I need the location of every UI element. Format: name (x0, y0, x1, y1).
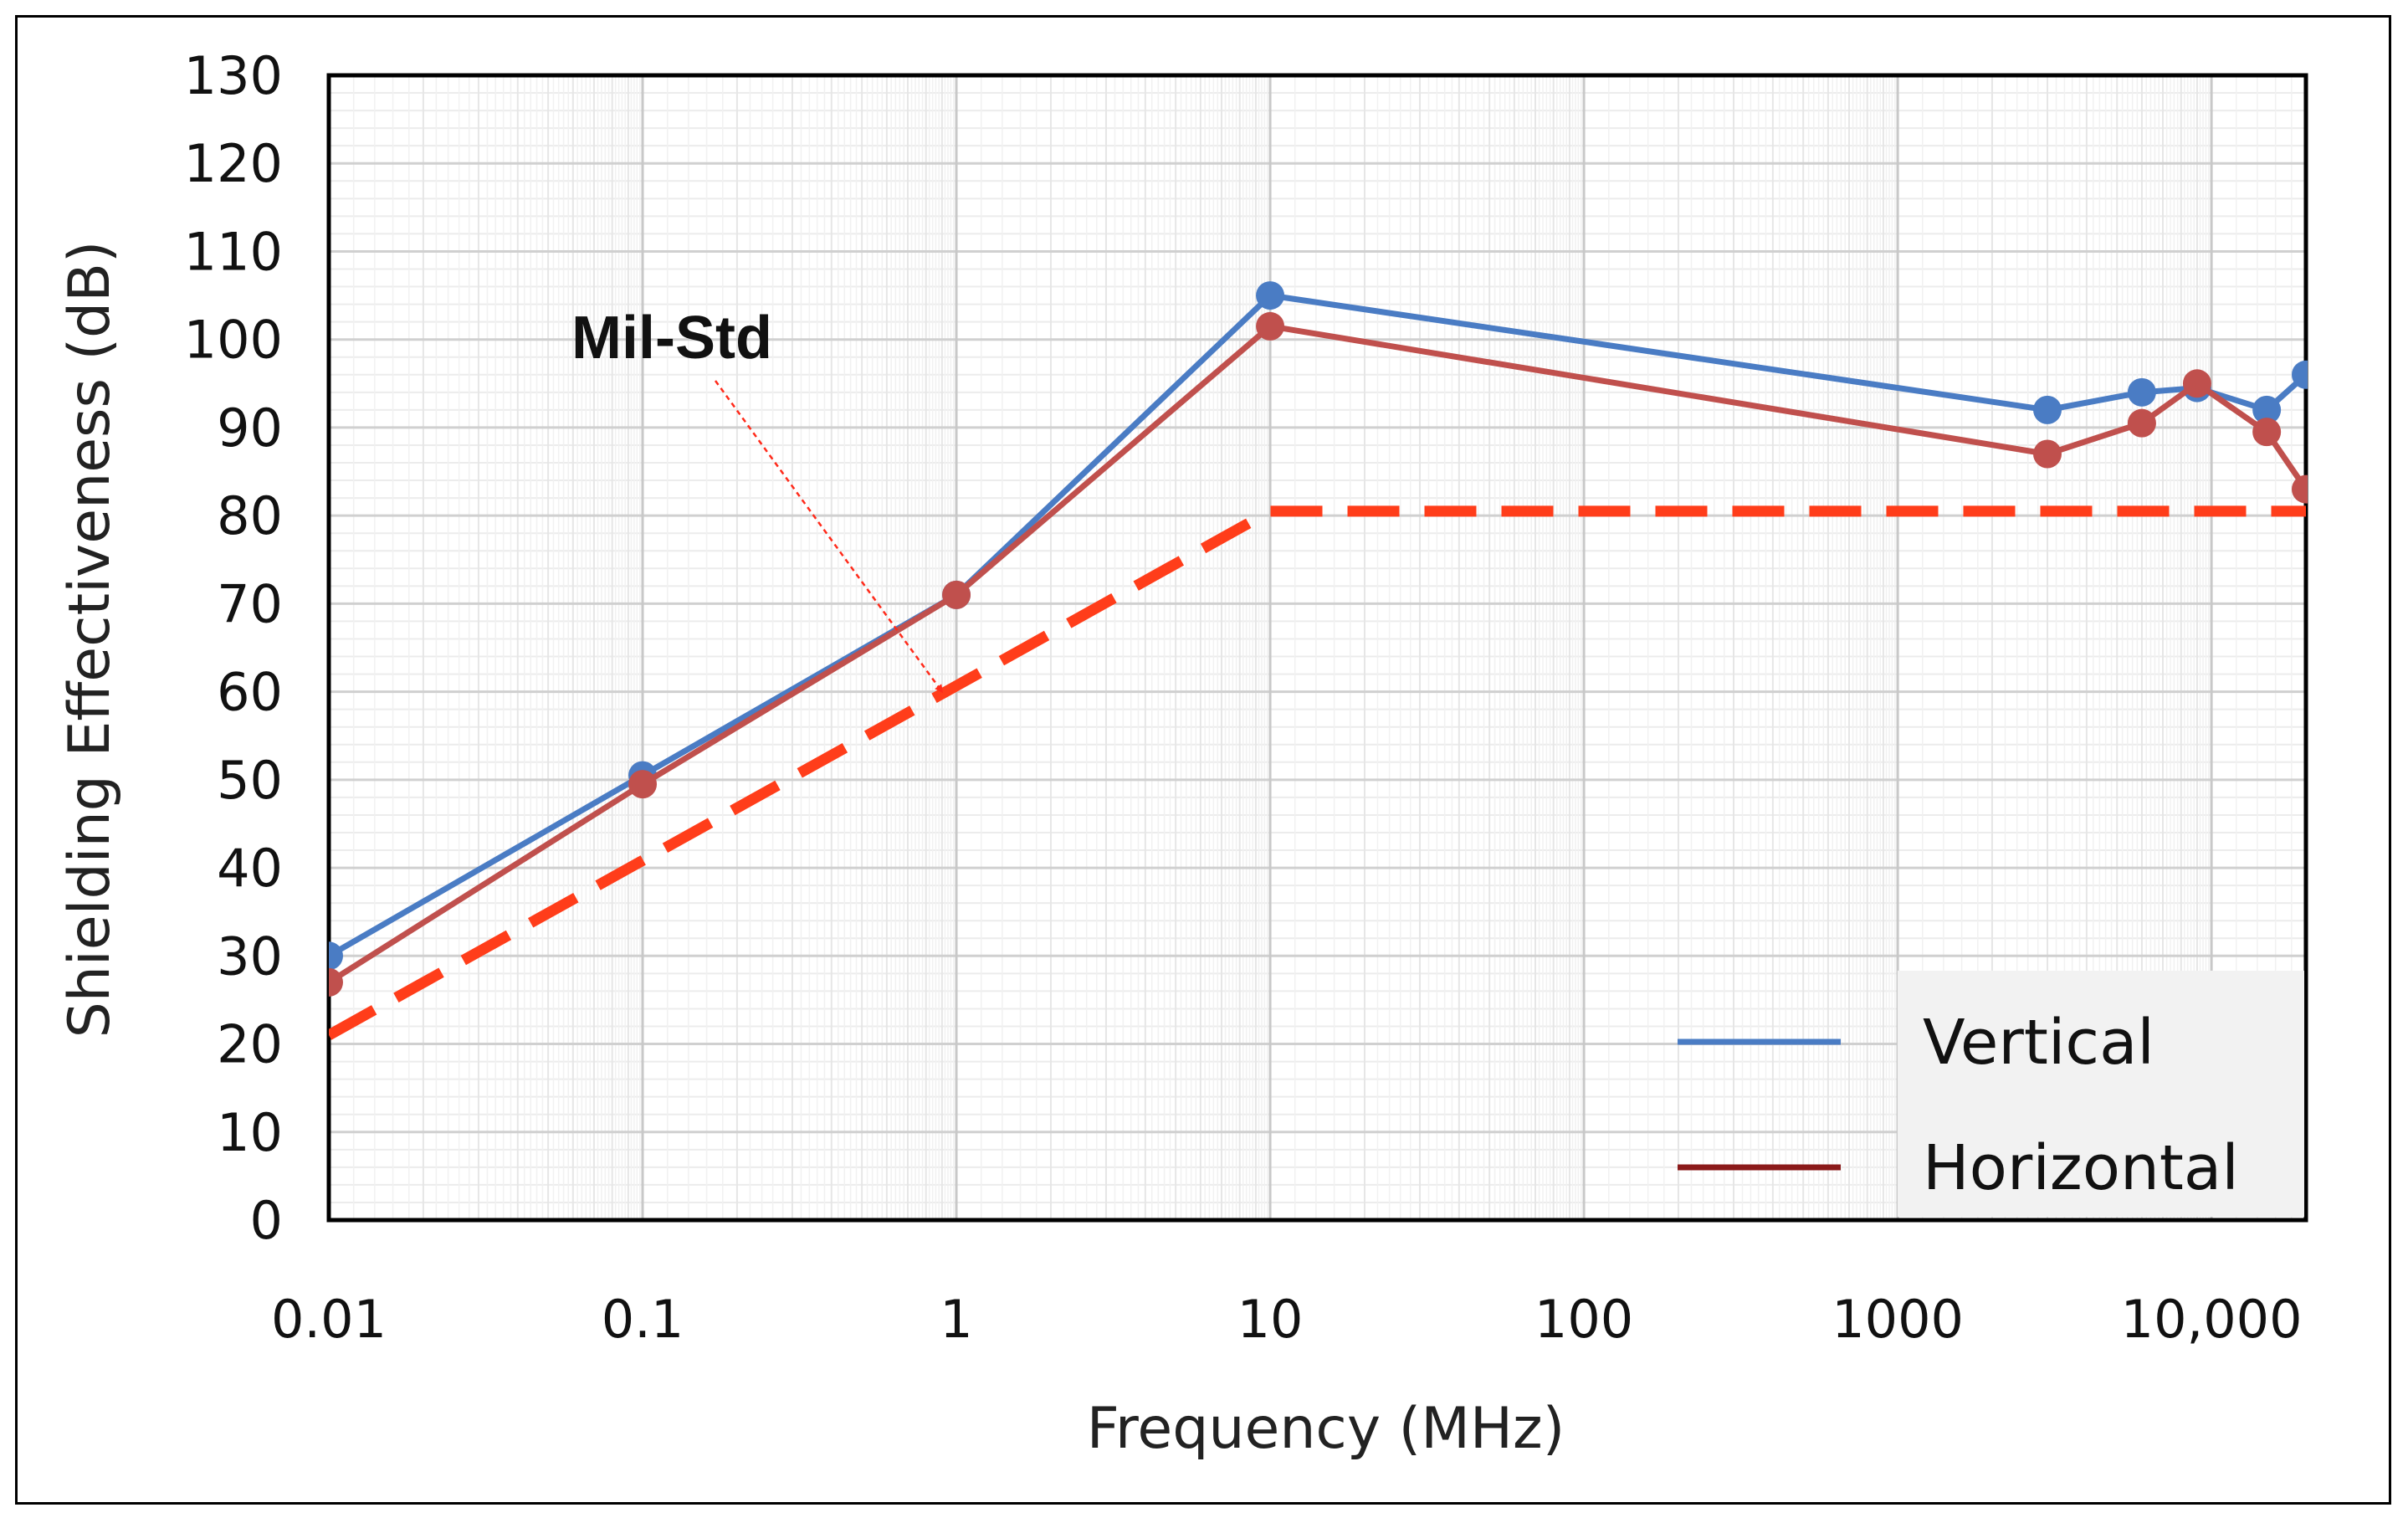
data-point-horizontal (1256, 311, 1285, 341)
x-tick-label: 10,000 (2121, 1289, 2303, 1350)
series-horizontal (329, 311, 2308, 997)
y-tick-label: 120 (184, 133, 283, 194)
y-tick-label: 50 (217, 750, 283, 811)
minor-gridlines (329, 75, 2307, 1220)
data-point-horizontal (2182, 369, 2211, 398)
data-point-vertical (329, 941, 343, 971)
data-point-vertical (2033, 395, 2062, 424)
y-tick-label: 130 (184, 45, 283, 106)
y-tick-label: 40 (217, 838, 283, 899)
mil-std-annotation: Mil-Std (571, 305, 944, 694)
data-point-horizontal (2252, 418, 2282, 447)
legend-background (1898, 971, 2304, 1217)
legend-label-vertical: Vertical (1923, 1007, 2154, 1079)
y-tick-label: 70 (217, 573, 283, 634)
x-tick-label: 1 (940, 1289, 972, 1350)
x-tick-label: 10 (1237, 1289, 1304, 1350)
data-point-horizontal (2033, 439, 2062, 469)
data-point-horizontal (628, 770, 658, 799)
series-layer (329, 281, 2308, 1040)
x-tick-label: 1000 (1832, 1289, 1964, 1350)
data-point-horizontal (942, 580, 971, 609)
data-point-vertical (2292, 360, 2308, 389)
data-point-vertical (2252, 395, 2282, 424)
legend: Vertical Horizontal (1678, 971, 2304, 1217)
data-point-vertical (2127, 377, 2156, 407)
data-point-horizontal (329, 967, 343, 997)
data-point-vertical (1256, 281, 1285, 310)
y-tick-label: 100 (184, 310, 283, 371)
data-point-horizontal (2127, 408, 2156, 438)
legend-label-horizontal: Horizontal (1923, 1132, 2239, 1204)
x-tick-label: 0.01 (271, 1289, 387, 1350)
figure-frame (15, 15, 2391, 1505)
data-point-horizontal (2292, 474, 2308, 504)
y-tick-label: 80 (217, 485, 283, 546)
plot-area-border (326, 73, 2308, 1223)
y-tick-label: 10 (217, 1102, 283, 1163)
x-axis-title: Frequency (MHz) (1087, 1396, 1565, 1462)
y-axis-ticks: 0 10 20 30 40 50 60 70 80 90 100 110 120 130 (184, 45, 283, 1251)
y-tick-label: 30 (217, 926, 283, 987)
y-tick-label: 90 (217, 397, 283, 459)
y-tick-label: 60 (217, 662, 283, 723)
y-axis-title: Shielding Effectiveness (dB) (57, 241, 123, 1038)
mil-std-annotation-label: Mil-Std (571, 305, 772, 372)
series-mil-std (329, 505, 2306, 1040)
x-axis-ticks: 0.01 0.1 1 10 100 1000 10,000 (271, 1289, 2303, 1350)
y-tick-label: 20 (217, 1014, 283, 1075)
y-tick-label: 110 (184, 221, 283, 282)
y-tick-label: 0 (250, 1190, 283, 1251)
x-tick-label: 0.1 (602, 1289, 684, 1350)
x-tick-label: 100 (1534, 1289, 1633, 1350)
series-line-mil-std (329, 505, 2306, 1040)
